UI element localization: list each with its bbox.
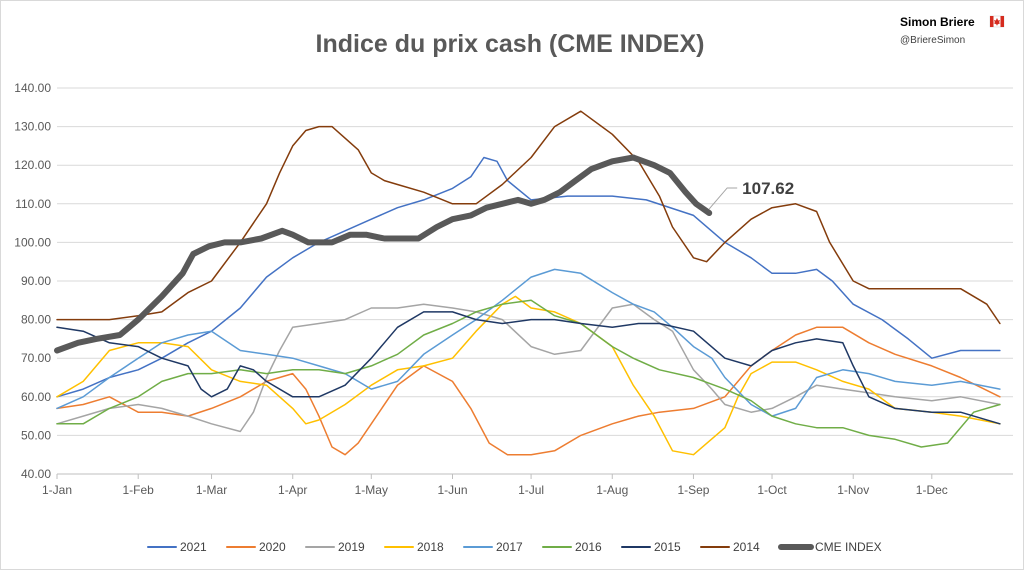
y-tick-label: 60.00 xyxy=(21,390,51,404)
series-line-2019 xyxy=(56,303,1001,433)
y-tick-label: 120.00 xyxy=(14,158,51,172)
y-tick-label: 100.00 xyxy=(14,235,51,249)
legend-label: 2015 xyxy=(654,540,681,554)
branding: Simon Briere @BriereSimon xyxy=(900,15,1005,46)
series-line-cme-index xyxy=(54,154,713,354)
series-line-2018 xyxy=(56,295,1001,456)
series-lines xyxy=(54,110,1001,456)
legend-label: 2019 xyxy=(338,540,365,554)
series-line-2014 xyxy=(56,110,1001,325)
x-tick-label: 1-Jun xyxy=(437,483,467,497)
x-tick-label: 1-Jan xyxy=(42,483,72,497)
series-line-2015 xyxy=(56,311,1001,425)
y-tick-label: 70.00 xyxy=(21,351,51,365)
y-tick-label: 130.00 xyxy=(14,120,51,134)
y-tick-label: 50.00 xyxy=(21,428,51,442)
canada-flag-icon xyxy=(989,15,1005,28)
brand-handle: @BriereSimon xyxy=(900,35,965,46)
series-line-2017 xyxy=(56,268,1001,417)
legend-label: 2020 xyxy=(259,540,286,554)
callout-label: 107.62 xyxy=(742,179,794,198)
legend-label: 2016 xyxy=(575,540,602,554)
x-tick-label: 1-Aug xyxy=(596,483,628,497)
legend-label: 2018 xyxy=(417,540,444,554)
legend-label: 2014 xyxy=(733,540,760,554)
series-line-2016 xyxy=(56,299,1001,448)
chart-title: Indice du prix cash (CME INDEX) xyxy=(316,30,705,58)
x-tick-label: 1-Nov xyxy=(837,483,869,497)
x-tick-label: 1-Feb xyxy=(123,483,155,497)
x-tick-label: 1-Apr xyxy=(278,483,307,497)
x-tick-label: 1-Dec xyxy=(916,483,948,497)
y-tick-label: 140.00 xyxy=(14,81,51,95)
legend-label: 2021 xyxy=(180,540,207,554)
x-axis-ticks: 1-Jan 1-Feb 1-Mar 1-Apr 1-May 1-Jun 1-Jul 1-Aug… xyxy=(42,474,948,497)
value-callout: 107.62 xyxy=(708,179,794,210)
series-line-2020 xyxy=(56,326,1001,456)
x-tick-label: 1-Sep xyxy=(677,483,709,497)
legend-label: CME INDEX xyxy=(815,540,882,554)
x-tick-label: 1-May xyxy=(355,483,388,497)
y-tick-label: 80.00 xyxy=(21,313,51,327)
legend-label: 2017 xyxy=(496,540,523,554)
callout-leader-line xyxy=(708,187,738,210)
x-tick-label: 1-Mar xyxy=(196,483,227,497)
y-axis-ticks: 40.00 50.00 60.00 70.00 80.00 90.00 100.00 110.… xyxy=(14,81,51,481)
legend: 2021 2020 2019 2018 2017 2016 2015 2014 CME INDE… xyxy=(147,540,882,554)
x-tick-label: 1-Jul xyxy=(518,483,544,497)
y-tick-label: 40.00 xyxy=(21,467,51,481)
x-tick-label: 1-Oct xyxy=(757,483,787,497)
y-tick-label: 110.00 xyxy=(15,197,51,211)
brand-name: Simon Briere xyxy=(900,15,975,29)
y-tick-label: 90.00 xyxy=(21,274,51,288)
